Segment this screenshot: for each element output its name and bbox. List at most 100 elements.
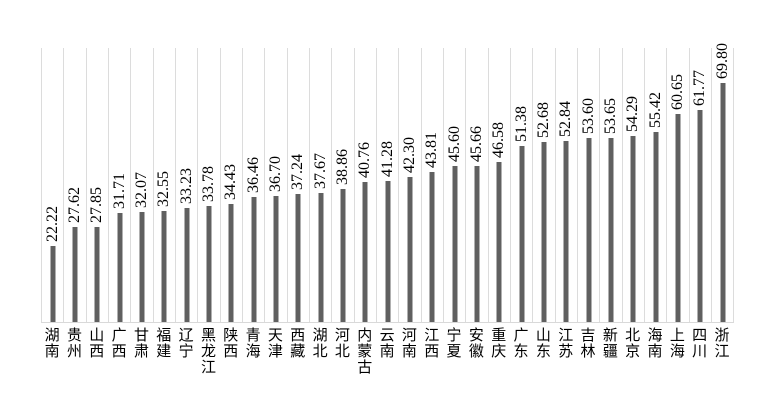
bar <box>407 177 413 322</box>
bar-value-label: 40.76 <box>356 142 374 179</box>
bar-value-label: 45.60 <box>445 125 463 162</box>
bar <box>452 165 458 322</box>
bar <box>318 192 324 322</box>
category-column: 45.60 <box>442 48 465 322</box>
x-axis-category-label: 辽宁 <box>178 328 194 360</box>
x-axis-category-label: 河北 <box>334 328 350 360</box>
bar-value-label: 43.81 <box>423 131 441 168</box>
x-axis-label-cell: 江西 <box>421 328 443 377</box>
x-axis-category-label: 宁夏 <box>446 328 462 360</box>
bar <box>72 227 78 322</box>
category-column: 43.81 <box>420 48 443 322</box>
bar <box>340 188 346 322</box>
x-axis-label-cell: 山东 <box>532 328 554 377</box>
category-column: 37.67 <box>308 48 331 322</box>
x-axis-category-label: 海南 <box>647 328 663 360</box>
bar <box>273 196 279 322</box>
x-axis-category-label: 江西 <box>424 328 440 360</box>
category-column: 36.70 <box>264 48 286 322</box>
x-axis-label-cell: 黑龙江 <box>197 328 219 377</box>
x-axis-label-cell: 广东 <box>510 328 532 377</box>
x-axis-category-label: 广西 <box>111 328 127 360</box>
x-axis-label-cell: 贵州 <box>63 328 85 377</box>
category-column: 52.68 <box>532 48 554 322</box>
bar-value-label: 55.42 <box>646 92 664 129</box>
x-axis-category-label: 福建 <box>156 328 172 360</box>
bar-value-label: 36.70 <box>266 156 284 193</box>
x-axis-label-cell: 青海 <box>242 328 264 377</box>
bar-value-label: 34.43 <box>222 164 240 201</box>
bar <box>519 146 525 322</box>
bar-value-label: 42.30 <box>400 137 418 174</box>
category-column: 32.55 <box>152 48 175 322</box>
bar-value-label: 54.29 <box>624 96 642 133</box>
bar-value-label: 33.78 <box>199 166 217 203</box>
bar <box>50 245 56 322</box>
bar-value-label: 36.46 <box>244 157 262 194</box>
category-column: 34.43 <box>219 48 242 322</box>
bar <box>630 136 636 322</box>
category-column: 53.60 <box>576 48 599 322</box>
category-column: 52.84 <box>554 48 577 322</box>
x-axis-label-cell: 北京 <box>622 328 644 377</box>
category-column: 61.77 <box>688 48 711 322</box>
bar-value-label: 52.84 <box>557 101 575 138</box>
bar <box>251 197 257 322</box>
x-axis-label-cell: 河南 <box>398 328 420 377</box>
x-axis-category-label: 江苏 <box>558 328 574 360</box>
bar-value-label: 61.77 <box>691 70 709 107</box>
bar-value-label: 51.38 <box>512 106 530 143</box>
bar <box>206 206 212 322</box>
bar-value-label: 60.65 <box>668 74 686 111</box>
category-column: 69.80 <box>710 43 733 322</box>
bar <box>474 165 480 322</box>
bar-value-label: 31.71 <box>110 173 128 210</box>
x-axis-category-label: 重庆 <box>491 328 507 360</box>
category-column: 37.24 <box>286 48 309 322</box>
bar-value-label: 37.67 <box>311 152 329 189</box>
x-axis-label-cell: 福建 <box>153 328 175 377</box>
x-axis-label-cell: 吉林 <box>577 328 599 377</box>
bar-value-label: 38.86 <box>333 148 351 185</box>
bar-value-label: 41.28 <box>378 140 396 177</box>
category-column: 27.62 <box>63 48 85 322</box>
bar-value-label: 22.22 <box>43 205 61 242</box>
x-axis-category-label: 四川 <box>692 328 708 360</box>
x-axis-label-cell: 广西 <box>108 328 130 377</box>
plot-area: 22.22 27.62 27.85 31.71 32.07 32.55 33.23 33.78… <box>41 43 734 323</box>
x-axis-category-label: 河南 <box>401 328 417 360</box>
x-axis-labels: 湖南 贵州 山西 广西 甘肃 福建 辽宁 黑龙江 陕西 青海 天津 西藏 湖北 河北 内蒙古 云南 河南 江西 宁夏… <box>41 328 733 377</box>
x-axis-category-label: 贵州 <box>66 328 82 360</box>
bar <box>385 180 391 322</box>
bar-value-label: 27.85 <box>88 186 106 223</box>
bar-value-label: 53.60 <box>579 98 597 135</box>
bar-value-label: 69.80 <box>713 42 731 79</box>
bar <box>653 132 659 322</box>
category-column: 53.65 <box>599 48 621 322</box>
x-axis-label-cell: 天津 <box>264 328 286 377</box>
x-axis-label-cell: 陕西 <box>220 328 242 377</box>
bar-value-label: 37.24 <box>289 154 307 191</box>
bar-value-label: 46.58 <box>490 122 508 159</box>
x-axis-category-label: 安徽 <box>468 328 484 360</box>
x-axis-category-label: 吉林 <box>580 328 596 360</box>
category-column: 51.38 <box>509 48 532 322</box>
bar <box>675 114 681 322</box>
bar-value-label: 27.62 <box>65 187 83 224</box>
bar <box>608 138 614 322</box>
category-column: 27.85 <box>85 48 108 322</box>
x-axis-label-cell: 新疆 <box>599 328 621 377</box>
category-column: 54.29 <box>621 48 644 322</box>
x-axis-label-cell: 内蒙古 <box>354 328 376 377</box>
bar <box>720 82 725 322</box>
bar <box>697 110 703 322</box>
bar <box>161 210 167 322</box>
x-axis-label-cell: 辽宁 <box>175 328 197 377</box>
category-column: 41.28 <box>375 48 398 322</box>
x-axis-label-cell: 甘肃 <box>130 328 152 377</box>
bar-value-label: 52.68 <box>534 101 552 138</box>
x-axis-category-label: 湖南 <box>44 328 60 360</box>
x-axis-label-cell: 四川 <box>689 328 711 377</box>
x-axis-label-cell: 宁夏 <box>443 328 465 377</box>
x-axis-label-cell: 上海 <box>666 328 688 377</box>
